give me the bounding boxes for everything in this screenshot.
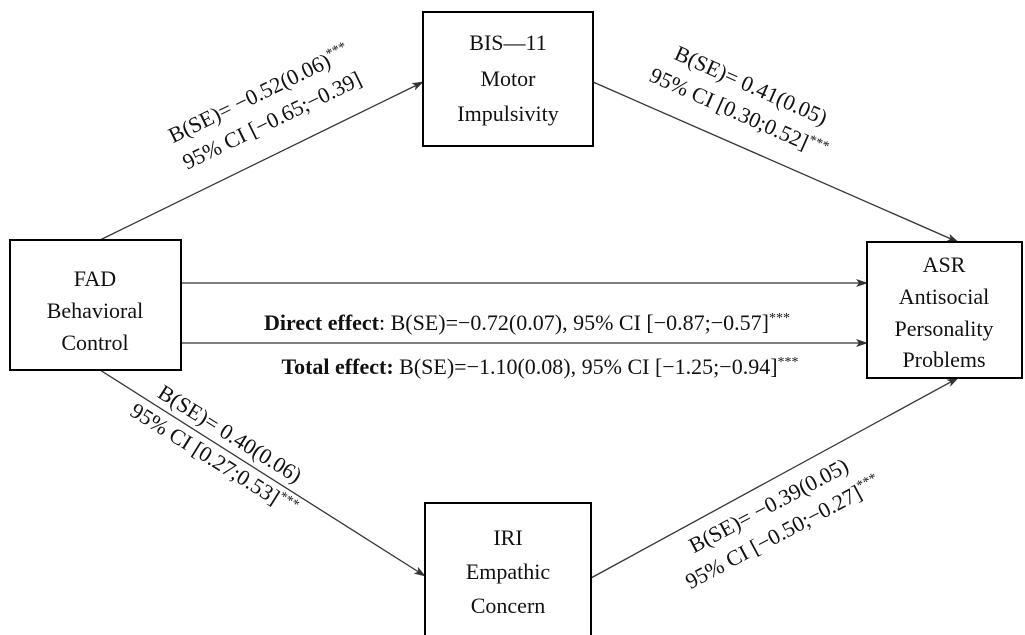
direct-text: : B(SE)=−0.72(0.07), 95% CI [−0.87;−0.57… bbox=[379, 310, 769, 335]
total-sig: *** bbox=[778, 355, 799, 370]
total-label: Total effect: bbox=[281, 354, 393, 379]
node-label: IRI bbox=[493, 525, 522, 550]
node-label: Antisocial bbox=[899, 284, 989, 309]
node-box bbox=[9, 239, 182, 371]
arrow bbox=[592, 81, 959, 243]
direct-sig: *** bbox=[769, 311, 790, 326]
node-label: Problems bbox=[902, 347, 985, 372]
node-label: Impulsivity bbox=[457, 101, 558, 126]
node-label: Motor bbox=[481, 66, 537, 91]
total-effect: Total effect: B(SE)=−1.10(0.08), 95% CI … bbox=[281, 354, 798, 379]
node-label: FAD bbox=[74, 266, 116, 291]
edge-label: B(SE)= 0.40(0.06) 95% CI [0.27;0.53]*** bbox=[126, 379, 306, 513]
edge-label: B(SE)= 0.41(0.05) 95% CI [0.30;0.52]*** bbox=[646, 40, 831, 155]
edge-label: B(SE)= −0.52(0.06)*** 95% CI [−0.65;−0.3… bbox=[164, 40, 365, 175]
direct-effect: Direct effect: B(SE)=−0.72(0.07), 95% CI… bbox=[264, 310, 790, 335]
direct-label: Direct effect bbox=[264, 310, 380, 335]
arrow bbox=[99, 81, 424, 241]
node-box bbox=[424, 502, 592, 635]
node-label: Control bbox=[61, 330, 128, 355]
arrow bbox=[99, 369, 426, 577]
node-box bbox=[422, 11, 594, 147]
node-label: Personality bbox=[895, 316, 994, 341]
arrow bbox=[590, 377, 959, 579]
edge-sig: *** bbox=[806, 133, 831, 155]
node-label: Empathic bbox=[466, 559, 551, 584]
node-label: ASR bbox=[923, 252, 966, 277]
node-label: BIS—11 bbox=[469, 30, 546, 55]
node-label: Concern bbox=[471, 593, 546, 618]
node-label: Behavioral bbox=[47, 298, 144, 323]
node-box bbox=[866, 241, 1023, 379]
total-text: B(SE)=−1.10(0.08), 95% CI [−1.25;−0.94] bbox=[394, 354, 778, 379]
